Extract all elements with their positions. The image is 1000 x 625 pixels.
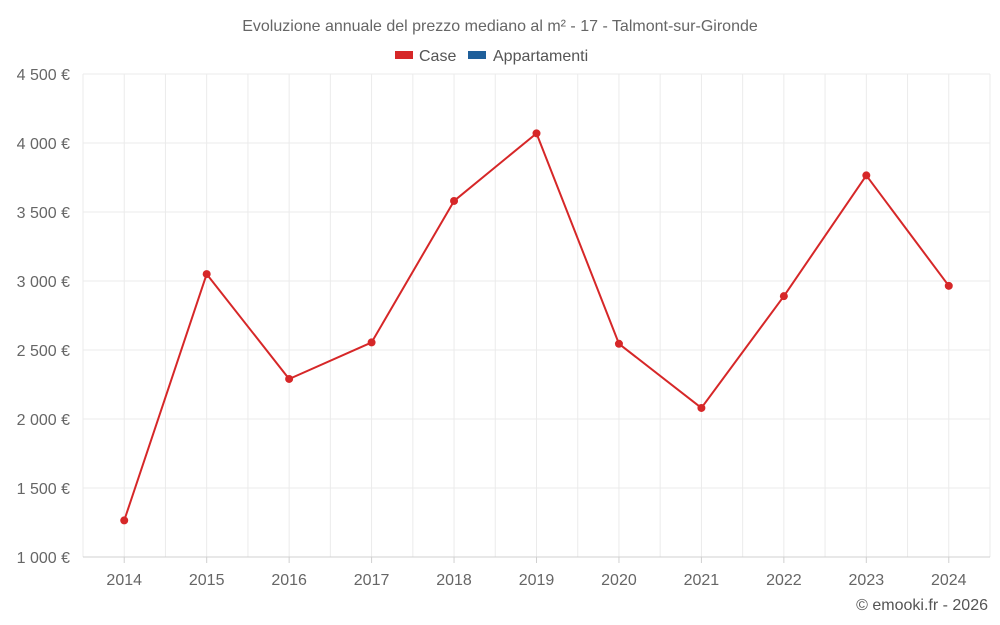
data-point[interactable] <box>120 516 129 525</box>
y-tick-label: 2 000 € <box>17 412 70 429</box>
x-tick-label: 2015 <box>189 572 225 589</box>
axes: 1 000 € 1 500 € 2 000 € 2 500 € 3 000 € 3 500… <box>17 67 990 589</box>
data-point[interactable] <box>367 338 376 347</box>
y-tick-label: 1 000 € <box>17 550 70 567</box>
legend-item-appartamenti[interactable]: Appartamenti <box>468 48 588 65</box>
x-tick-label: 2016 <box>271 572 307 589</box>
y-tick-label: 3 000 € <box>17 274 70 291</box>
data-point[interactable] <box>697 403 706 412</box>
legend-label-appartamenti: Appartamenti <box>493 48 588 65</box>
data-point[interactable] <box>202 270 211 279</box>
data-point[interactable] <box>779 292 788 301</box>
legend-swatch-case <box>395 51 413 59</box>
x-tick-label: 2022 <box>766 572 802 589</box>
x-tick-label: 2021 <box>684 572 720 589</box>
x-tick-label: 2014 <box>106 572 142 589</box>
y-tick-label: 2 500 € <box>17 343 70 360</box>
data-point[interactable] <box>532 129 541 138</box>
data-point[interactable] <box>285 374 294 383</box>
x-tick-label: 2019 <box>519 572 555 589</box>
data-point[interactable] <box>450 196 459 205</box>
y-tick-label: 1 500 € <box>17 481 70 498</box>
data-point[interactable] <box>862 171 871 180</box>
x-tick-label: 2018 <box>436 572 472 589</box>
data-point[interactable] <box>944 281 953 290</box>
legend-swatch-appartamenti <box>468 51 486 59</box>
legend-item-case[interactable]: Case <box>395 48 456 65</box>
series-case <box>120 129 953 525</box>
y-tick-label: 3 500 € <box>17 205 70 222</box>
legend-label-case: Case <box>419 48 456 65</box>
x-tick-label: 2024 <box>931 572 967 589</box>
x-tick-label: 2020 <box>601 572 637 589</box>
y-tick-label: 4 000 € <box>17 136 70 153</box>
legend: Case Appartamenti <box>395 48 588 65</box>
data-point[interactable] <box>614 339 623 348</box>
chart-title: Evoluzione annuale del prezzo mediano al… <box>242 18 758 35</box>
y-tick-label: 4 500 € <box>17 67 70 84</box>
grid <box>82 73 991 557</box>
x-tick-label: 2017 <box>354 572 390 589</box>
credit-text: © emooki.fr - 2026 <box>856 597 988 614</box>
x-tick-label: 2023 <box>849 572 885 589</box>
